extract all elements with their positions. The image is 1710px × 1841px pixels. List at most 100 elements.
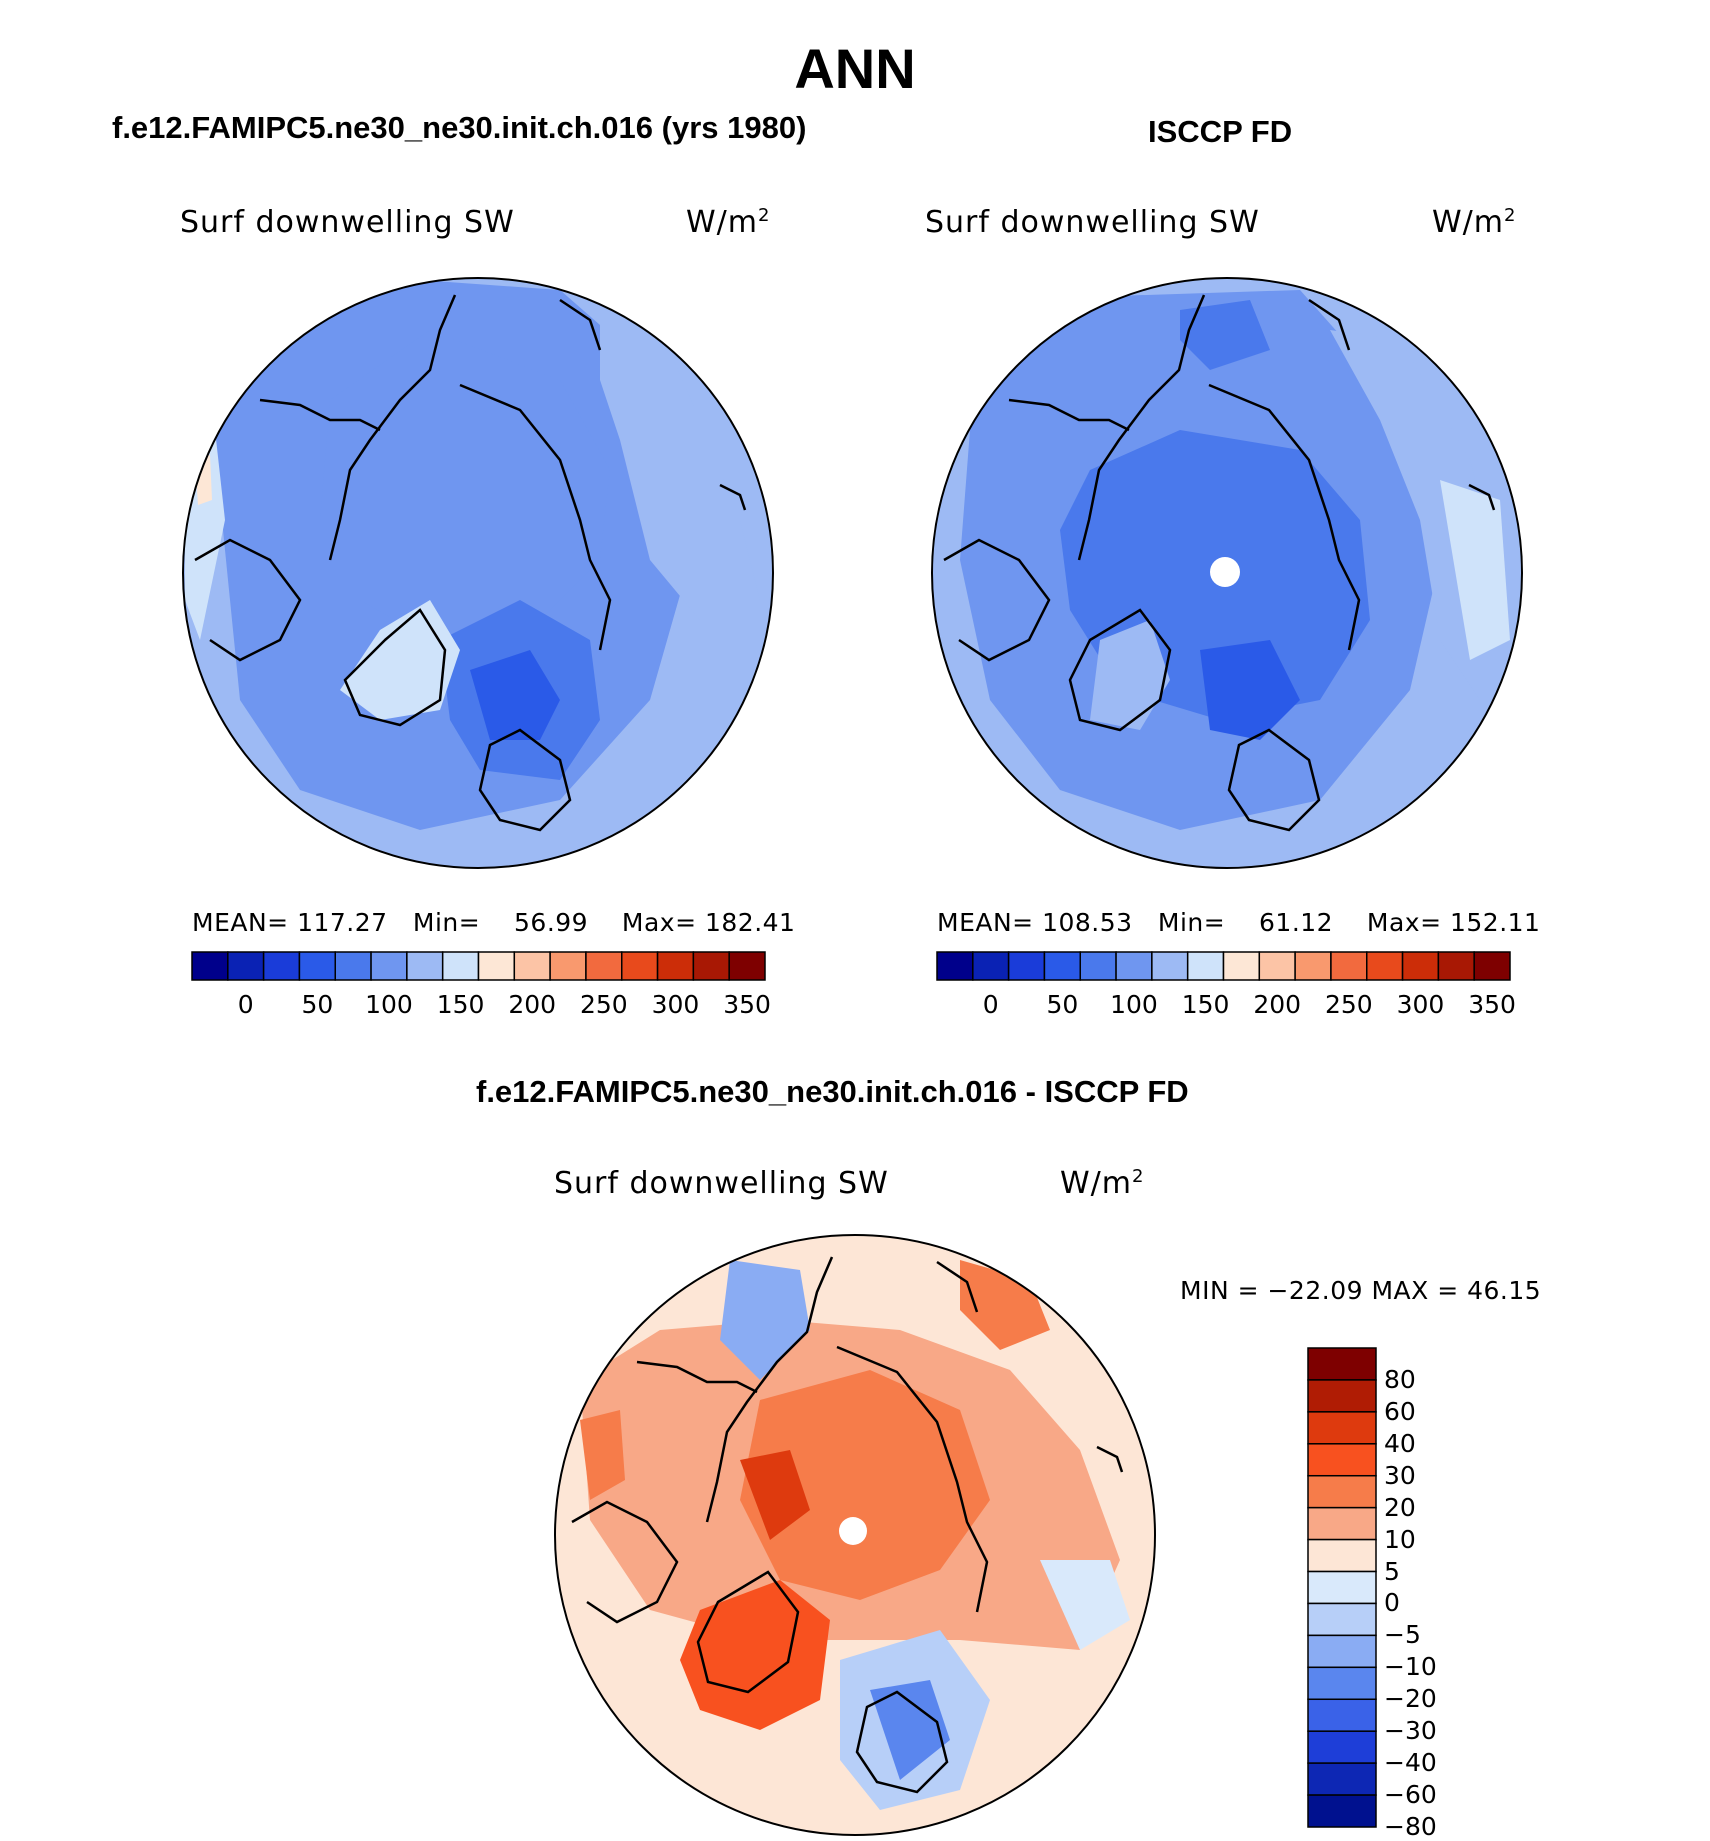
- colorbar1-tick-label: 50: [301, 990, 334, 1019]
- colorbar3-swatch-8: [1307, 1602, 1377, 1637]
- colorbar3-tick-label: −80: [1384, 1812, 1437, 1841]
- colorbar2-swatch-14: [1437, 951, 1475, 981]
- map1-boundary: [182, 277, 774, 869]
- colorbar1-swatch-1: [227, 951, 265, 981]
- map2-coast-siberia-n: [1008, 398, 1130, 432]
- map2-region-greenland: [1090, 620, 1170, 730]
- map3-pole-marker: [839, 1517, 867, 1545]
- colorbar2-swatch-2: [1007, 951, 1046, 981]
- panel3-stats: MIN = −22.09 MAX = 46.15: [1180, 1276, 1542, 1305]
- colorbar1-tick-label: 250: [579, 990, 628, 1019]
- colorbar3-swatch-9: [1307, 1634, 1377, 1669]
- panel2-variable: Surf downwelling SW: [925, 205, 1260, 240]
- map1-region-min: [470, 650, 560, 740]
- map3-coast-east-siberia: [571, 1500, 679, 1624]
- colorbar3-swatch-1: [1307, 1379, 1377, 1413]
- colorbar2-swatch-5: [1115, 951, 1153, 981]
- colorbar3-tick-label: 20: [1384, 1492, 1416, 1522]
- colorbar1-swatch-13: [656, 951, 695, 981]
- map2-coast-east-siberia: [943, 538, 1051, 662]
- map2-coast-canada: [1208, 383, 1361, 651]
- map2-region-east-high: [1440, 480, 1510, 660]
- colorbar3-tick-label: −30: [1384, 1716, 1437, 1746]
- map3-region-west-warm: [580, 1410, 625, 1500]
- map1-coast-alaska: [328, 294, 457, 561]
- figure-title: ANN: [794, 37, 916, 100]
- colorbar2-swatch-10: [1294, 951, 1332, 981]
- colorbar2-swatch-11: [1330, 951, 1368, 981]
- colorbar1-swatch-8: [477, 951, 516, 981]
- colorbar1-tick-label: 100: [365, 990, 413, 1019]
- colorbar3-tick-label: 0: [1384, 1588, 1400, 1618]
- map1-coast-scandinavia: [478, 728, 572, 832]
- colorbar1-tick-label: 0: [237, 990, 254, 1019]
- map1-polar-projection: [182, 277, 774, 869]
- map1-coast-east-siberia: [194, 538, 302, 662]
- map2-coast-hudson: [1468, 483, 1496, 511]
- colorbar1-swatch-9: [513, 951, 551, 981]
- panel2-min-value: 61.12: [1259, 908, 1334, 937]
- map2-pole-marker: [1210, 557, 1240, 587]
- map1-coast-siberia-n: [259, 398, 381, 432]
- colorbar2-swatch-12: [1366, 951, 1404, 981]
- panel1-mean-value: 117.27: [297, 908, 388, 937]
- colorbar3-tick-label: −5: [1384, 1620, 1421, 1650]
- panel2-units: W/m2: [1432, 205, 1516, 240]
- map2-coast-greenland: [1068, 608, 1172, 732]
- colorbar1-swatch-2: [262, 951, 301, 981]
- panel2-mean-label: MEAN=: [937, 908, 1034, 937]
- colorbar2-swatch-8: [1222, 951, 1261, 981]
- colorbar3-swatch-6: [1307, 1538, 1377, 1573]
- colorbar2-tick-label: 300: [1396, 990, 1445, 1019]
- colorbar3-tick-label: −20: [1384, 1684, 1437, 1714]
- colorbar3-swatch-2: [1307, 1411, 1377, 1445]
- map3-coast-greenland: [696, 1570, 800, 1694]
- colorbar2-tick-label: 150: [1181, 990, 1230, 1019]
- colorbar1-tick-label: 150: [436, 990, 485, 1019]
- colorbar2-swatch-0: [936, 951, 974, 981]
- colorbar3-tick-label: 30: [1384, 1460, 1416, 1490]
- colorbar2-tick-label: 200: [1253, 990, 1302, 1019]
- colorbar3-swatch-14: [1307, 1794, 1377, 1828]
- colorbar3-tick-label: 80: [1384, 1364, 1416, 1394]
- colorbar3-swatch-12: [1307, 1730, 1377, 1764]
- panel3-units-text: W/m: [1060, 1166, 1132, 1201]
- panel2-mean-value: 108.53: [1042, 908, 1133, 937]
- map2-region-min: [1200, 640, 1300, 740]
- panel2-stats: MEAN= 108.53 Min= 61.12 Max= 152.11: [937, 908, 1540, 937]
- colorbar1-tick-label: 200: [508, 990, 557, 1019]
- panel3-variable: Surf downwelling SW: [554, 1166, 889, 1201]
- map1-coastlines: [194, 294, 747, 832]
- map3-region-cold: [870, 1680, 950, 1780]
- map3-polar-projection: [554, 1234, 1156, 1836]
- colorbar1-swatch-4: [334, 951, 372, 981]
- panel1-stats: MEAN= 117.27 Min= 56.99 Max= 182.41: [192, 908, 795, 937]
- colorbar2-tick-label: 50: [1046, 990, 1079, 1019]
- colorbar-panel2: [936, 951, 1511, 981]
- panel1-min-value: 56.99: [514, 908, 589, 937]
- colorbar2-swatch-9: [1258, 951, 1296, 981]
- colorbar2-swatch-7: [1186, 951, 1225, 981]
- colorbar-panel3: [1307, 1347, 1377, 1828]
- colorbar-panel1: [191, 951, 766, 981]
- colorbar1-swatch-7: [441, 951, 480, 981]
- colorbar1-swatch-10: [549, 951, 587, 981]
- panel3-units-exponent: 2: [1132, 1166, 1145, 1187]
- map2-boundary: [931, 277, 1523, 869]
- panel2-max-value: 152.11: [1449, 908, 1541, 937]
- map2-region-east: [1330, 330, 1500, 700]
- colorbar2-swatch-4: [1079, 951, 1117, 981]
- panel1-max-label: Max=: [621, 908, 697, 937]
- colorbar3-tick-label: 40: [1384, 1428, 1416, 1458]
- panel1-units-exponent: 2: [758, 205, 771, 226]
- panel3-units: W/m2: [1060, 1166, 1144, 1201]
- panel1-min-label: Min=: [412, 908, 481, 937]
- colorbar1-swatch-15: [728, 951, 766, 981]
- panel1-variable: Surf downwelling SW: [180, 205, 515, 240]
- colorbar2-tick-label: 100: [1110, 990, 1158, 1019]
- map3-coast-siberia-n: [636, 1360, 758, 1394]
- colorbar1-swatch-5: [370, 951, 408, 981]
- colorbar3-tick-label: −60: [1384, 1780, 1437, 1810]
- colorbar2-swatch-13: [1401, 951, 1440, 981]
